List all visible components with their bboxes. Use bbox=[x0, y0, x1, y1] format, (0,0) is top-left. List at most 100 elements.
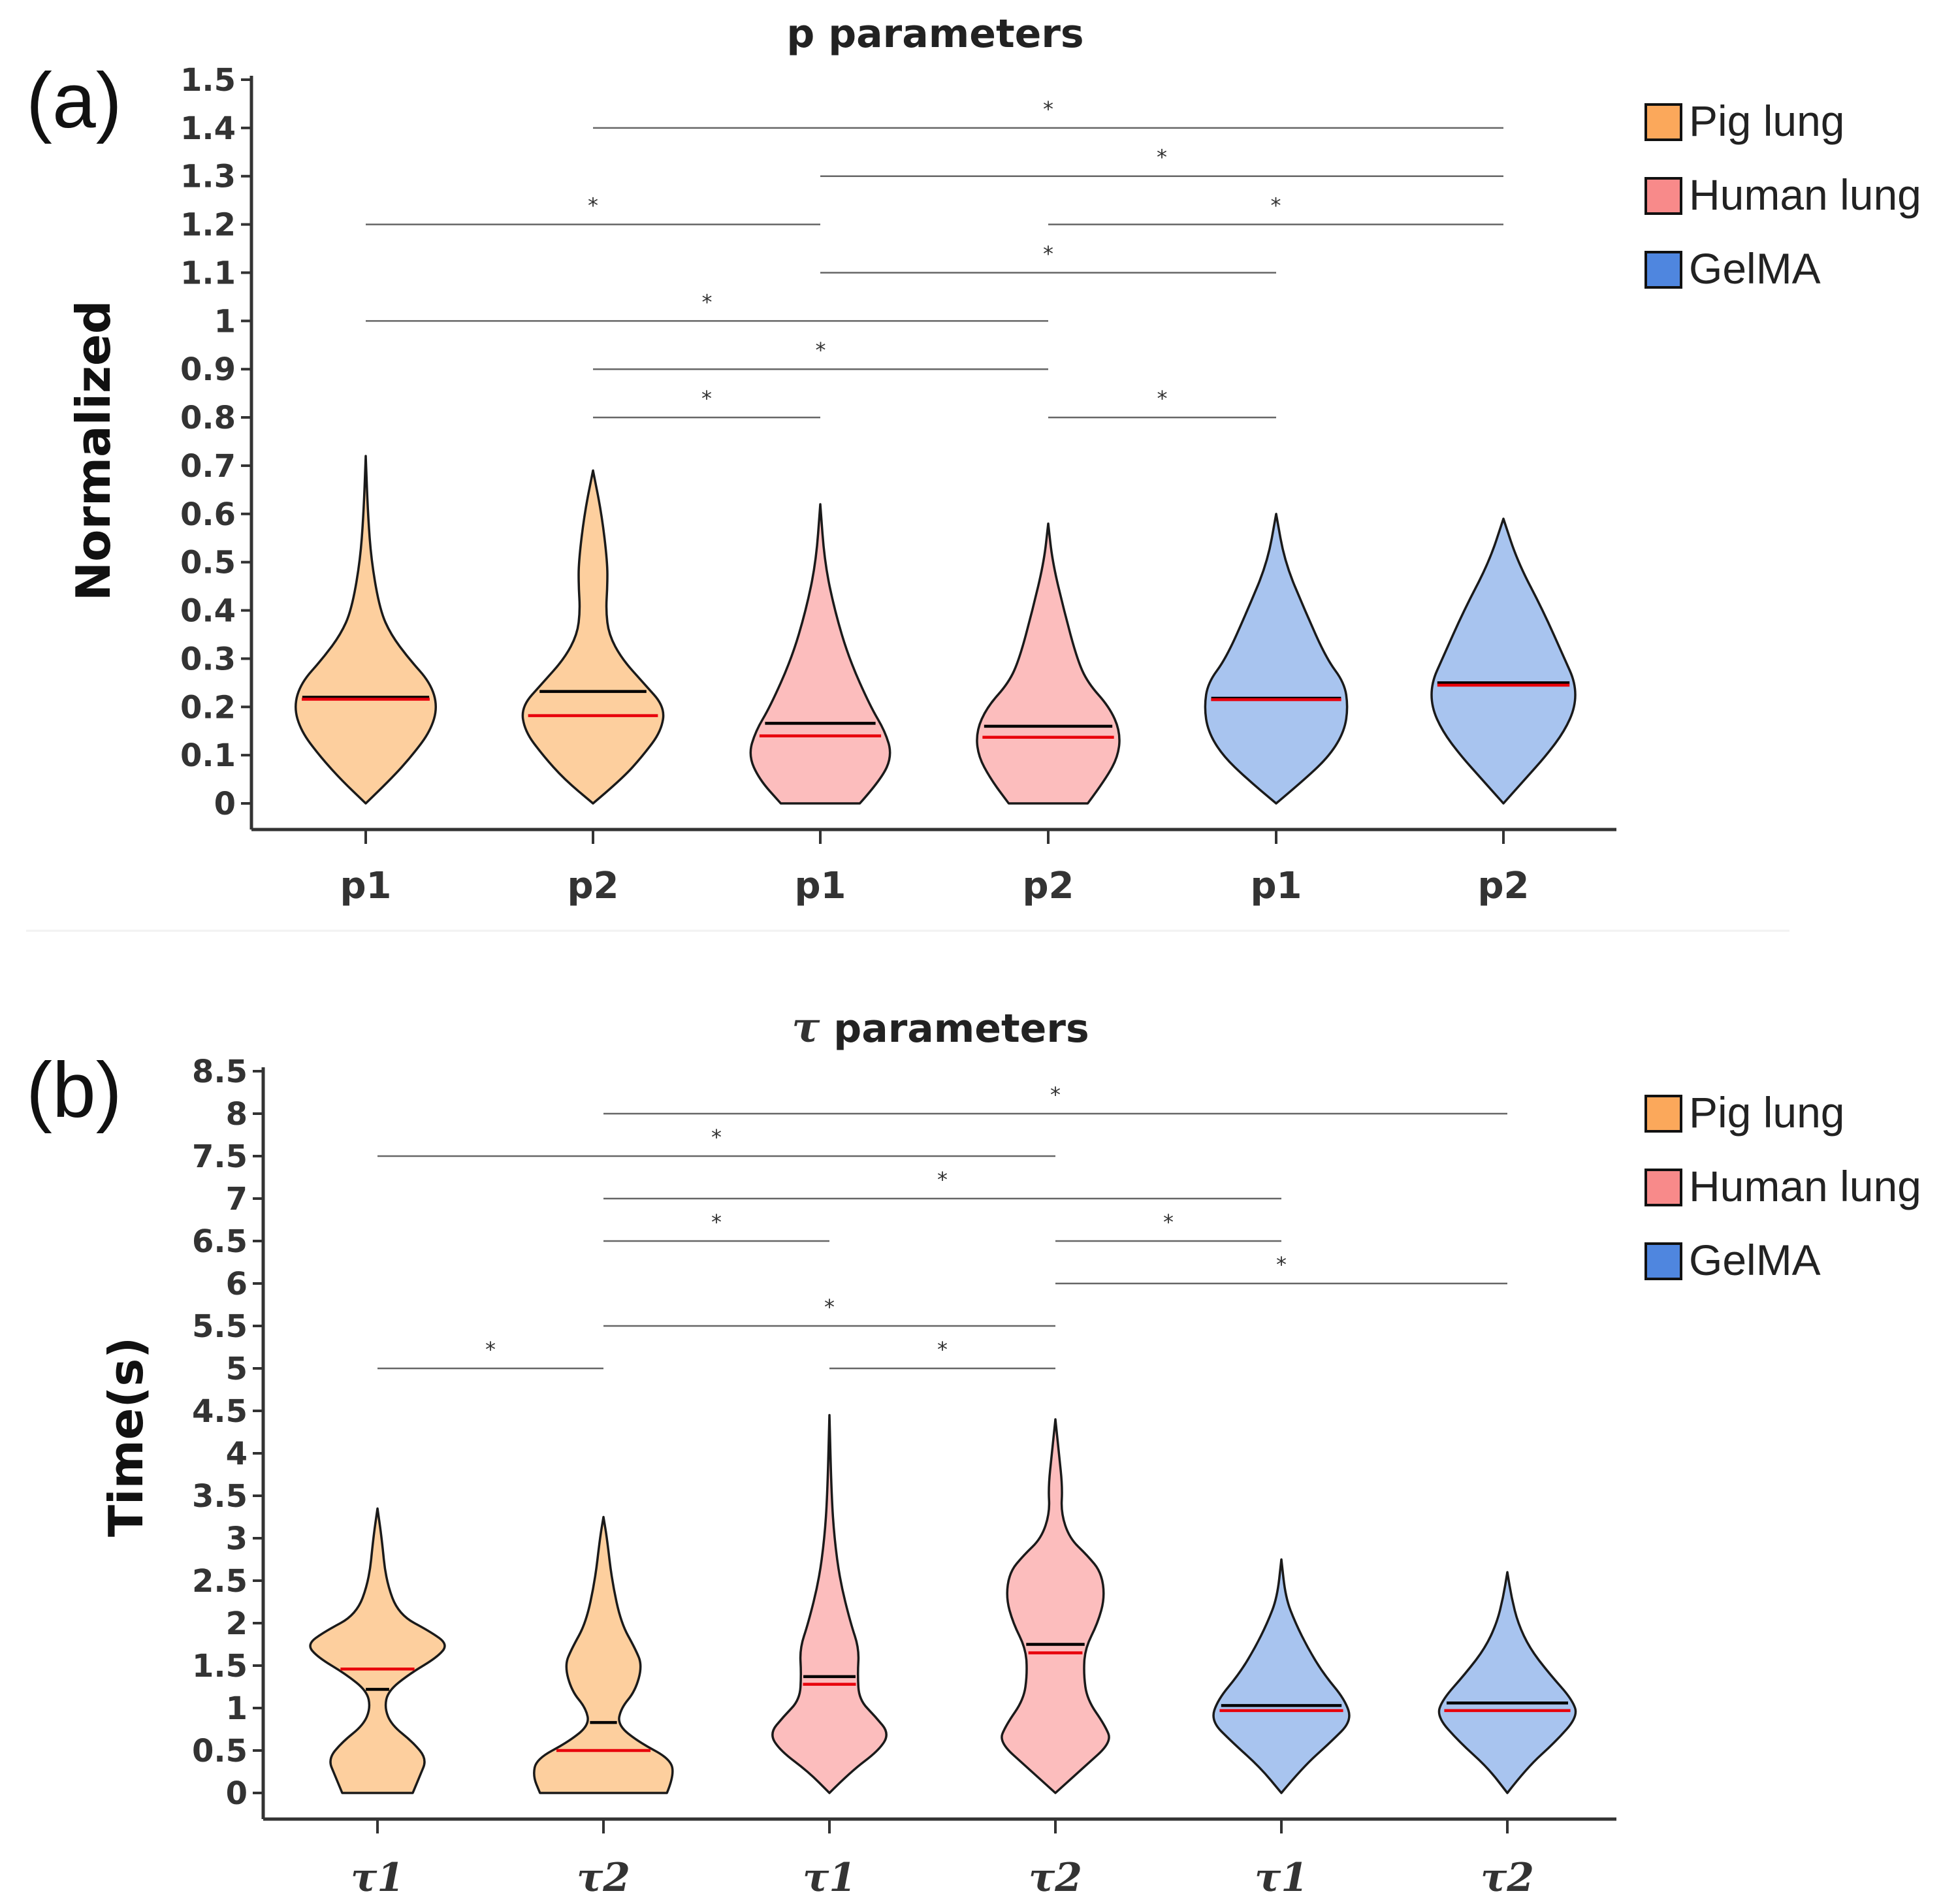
significance-star: * bbox=[701, 386, 712, 411]
y-tick-label: 0.5 bbox=[192, 1733, 248, 1769]
y-tick-label: 1.5 bbox=[192, 1648, 248, 1685]
x-tick-label: p1 bbox=[340, 865, 391, 907]
x-tick-label: p1 bbox=[1250, 865, 1302, 907]
y-tick-label: 1 bbox=[214, 303, 236, 340]
panel-a-significance: * * * * * * * * * bbox=[366, 97, 1503, 419]
significance-star: * bbox=[588, 193, 598, 218]
panel-b-title-rest: parameters bbox=[820, 1006, 1089, 1052]
y-tick-label: 0.4 bbox=[180, 593, 236, 630]
y-tick-label: 3.5 bbox=[192, 1478, 248, 1515]
panel-b-label: (b) bbox=[26, 1046, 122, 1134]
y-tick-label: 8 bbox=[226, 1096, 248, 1133]
y-tick-label: 0.1 bbox=[180, 737, 236, 774]
significance-star: * bbox=[824, 1295, 835, 1319]
y-tick-label: 0 bbox=[214, 786, 236, 822]
x-tick-label: p2 bbox=[1022, 865, 1074, 907]
violin-body bbox=[1001, 1418, 1110, 1794]
y-tick-label: 7 bbox=[226, 1181, 248, 1218]
y-tick-label: 0.6 bbox=[180, 496, 236, 533]
violin-body bbox=[309, 1507, 446, 1794]
significance-star: * bbox=[485, 1337, 496, 1362]
significance-star: * bbox=[1271, 193, 1281, 218]
legend-label: Pig lung bbox=[1689, 1088, 1845, 1137]
y-tick-label: 0.7 bbox=[180, 448, 236, 485]
violin-body bbox=[295, 455, 437, 805]
significance-star: * bbox=[1043, 97, 1053, 121]
violin-body bbox=[771, 1413, 888, 1794]
y-tick-label: 1.2 bbox=[180, 207, 236, 244]
significance-star: * bbox=[937, 1337, 948, 1362]
significance-star: * bbox=[1163, 1210, 1174, 1234]
y-tick-label: 6 bbox=[226, 1266, 248, 1302]
legend-swatch bbox=[1644, 1169, 1682, 1206]
x-tick-label: τ2 bbox=[1481, 1855, 1534, 1901]
y-tick-label: 0.8 bbox=[180, 400, 236, 436]
panel-b-violins bbox=[309, 1413, 1577, 1794]
legend-swatch bbox=[1644, 1242, 1682, 1280]
x-tick-label: τ2 bbox=[1029, 1855, 1082, 1901]
violin-body bbox=[976, 522, 1121, 805]
y-tick-label: 1.4 bbox=[180, 110, 236, 147]
y-tick-label: 4 bbox=[226, 1436, 248, 1472]
y-tick-label: 0.5 bbox=[180, 545, 236, 581]
violin-body bbox=[1437, 1571, 1577, 1794]
significance-star: * bbox=[702, 289, 713, 314]
legend-swatch bbox=[1644, 177, 1682, 215]
panel-a-axes: 0 0.1 0.2 0.3 0.4 0.5 0.6 0.7 0.8 0.9 1 1.1 1.2 1.3 1.… bbox=[180, 62, 1616, 907]
panel-b-title: τ parameters bbox=[792, 1003, 1089, 1052]
significance-star: * bbox=[1050, 1082, 1061, 1107]
x-tick-label: τ1 bbox=[1255, 1855, 1308, 1901]
y-tick-label: 0.2 bbox=[180, 689, 236, 726]
y-tick-label: 0.9 bbox=[180, 351, 236, 388]
panel-b-title-symbol: τ bbox=[792, 1003, 820, 1052]
legend-swatch bbox=[1644, 1095, 1682, 1133]
panel-b-legend: Pig lung Human lung GelMA bbox=[1644, 1088, 1921, 1284]
panel-a-label: (a) bbox=[26, 57, 122, 144]
x-tick-label: τ1 bbox=[351, 1855, 404, 1901]
violin-body bbox=[1204, 513, 1349, 805]
panel-a-title: p parameters bbox=[786, 11, 1083, 57]
y-tick-label: 0 bbox=[226, 1775, 248, 1812]
y-tick-label: 6.5 bbox=[192, 1223, 248, 1260]
violin-body bbox=[1430, 517, 1577, 805]
significance-star: * bbox=[711, 1210, 722, 1234]
panel-b-significance: * * * * * * * * * bbox=[377, 1082, 1507, 1370]
y-tick-label: 1.5 bbox=[180, 62, 236, 99]
legend-label: Pig lung bbox=[1689, 97, 1845, 145]
violin-body bbox=[521, 469, 665, 805]
y-tick-label: 1.1 bbox=[180, 255, 236, 291]
y-tick-label: 2 bbox=[226, 1605, 248, 1642]
y-tick-label: 3 bbox=[226, 1521, 248, 1557]
violin-body bbox=[1212, 1558, 1351, 1794]
x-tick-label: p2 bbox=[1477, 865, 1529, 907]
violin-body bbox=[533, 1515, 674, 1794]
significance-star: * bbox=[937, 1167, 948, 1192]
legend-label: Human lung bbox=[1689, 170, 1921, 219]
panel-b-axes: 0 0.5 1 1.5 2 2.5 3 3.5 4 4.5 5 5.5 6 6.5 7 7.5 8 8.5 τ1 τ2… bbox=[192, 1054, 1616, 1901]
panel-a-violins bbox=[295, 455, 1577, 805]
y-tick-label: 0.3 bbox=[180, 641, 236, 677]
significance-star: * bbox=[1157, 145, 1167, 170]
y-tick-label: 8.5 bbox=[192, 1054, 248, 1090]
significance-star: * bbox=[1157, 386, 1168, 411]
y-tick-label: 7.5 bbox=[192, 1138, 248, 1175]
panel-a: (a) p parameters Normalized *** ***** * 00… bbox=[26, 11, 1921, 907]
significance-star: * bbox=[1276, 1252, 1287, 1277]
legend-label: GelMA bbox=[1689, 1236, 1821, 1284]
significance-star: * bbox=[711, 1125, 722, 1150]
x-tick-label: p2 bbox=[567, 865, 618, 907]
violin-body bbox=[749, 503, 891, 805]
x-tick-label: τ2 bbox=[577, 1855, 630, 1901]
significance-star: * bbox=[816, 338, 826, 363]
significance-star: * bbox=[1043, 241, 1053, 266]
y-tick-label: 5.5 bbox=[192, 1308, 248, 1345]
legend-swatch bbox=[1644, 251, 1682, 289]
x-tick-label: τ1 bbox=[803, 1855, 856, 1901]
legend-swatch bbox=[1644, 103, 1682, 141]
y-tick-label: 1 bbox=[226, 1690, 248, 1727]
y-tick-label: 1.3 bbox=[180, 159, 236, 195]
x-tick-label: p1 bbox=[794, 865, 846, 907]
y-tick-label: 4.5 bbox=[192, 1393, 248, 1430]
y-tick-label: 2.5 bbox=[192, 1563, 248, 1600]
